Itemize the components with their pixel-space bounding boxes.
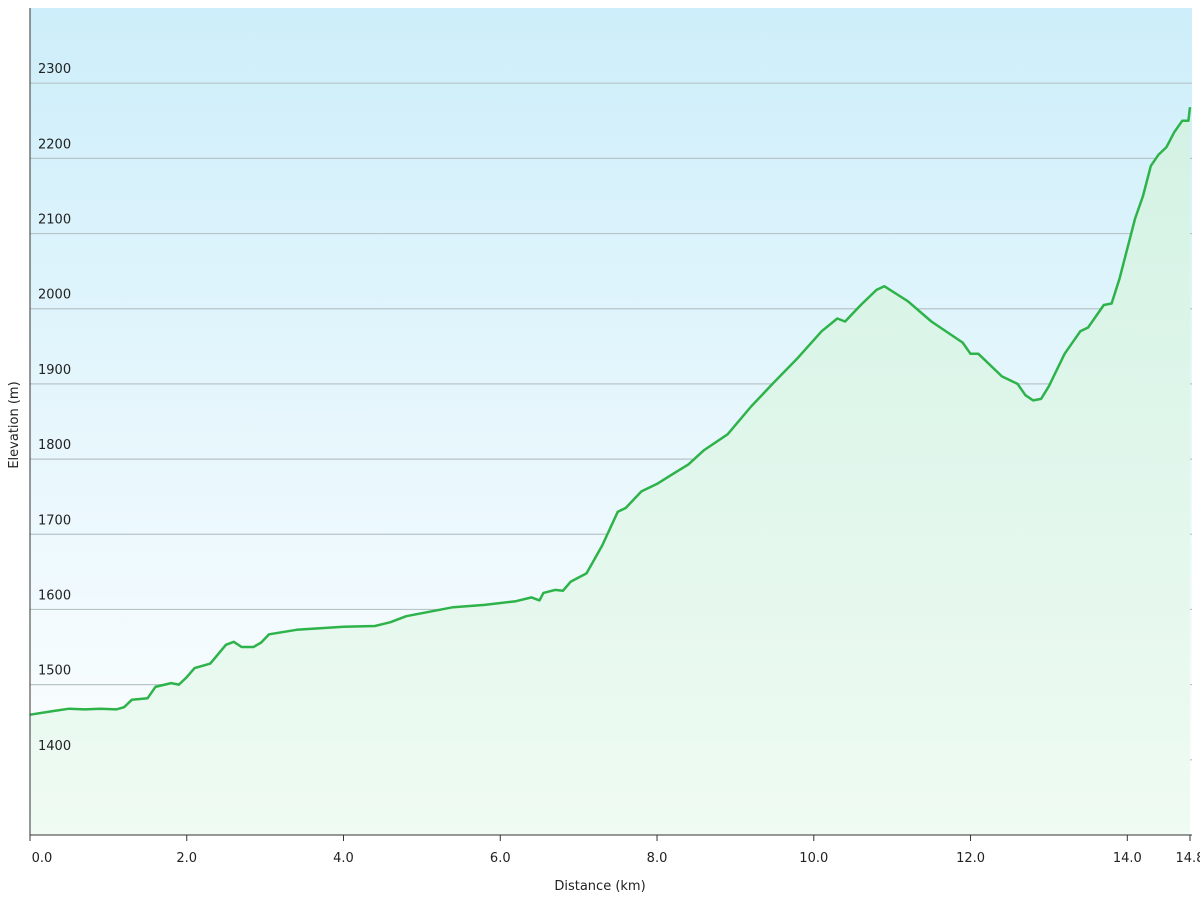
y-tick-label: 2200 — [38, 137, 71, 152]
x-tick-label: 8.0 — [647, 851, 668, 866]
x-tick-label: 14.8 — [1176, 851, 1200, 866]
x-tick-label: 12.0 — [956, 851, 985, 866]
x-tick-label: 2.0 — [176, 851, 197, 866]
y-tick-label: 1600 — [38, 588, 71, 603]
y-tick-label: 1700 — [38, 513, 71, 528]
x-tick-label: 0.0 — [32, 851, 53, 866]
y-tick-label: 2300 — [38, 62, 71, 77]
y-tick-label: 1900 — [38, 363, 71, 378]
elevation-line — [29, 107, 1192, 716]
x-axis-label: Distance (km) — [554, 879, 645, 894]
y-tick-label: 1800 — [38, 438, 71, 453]
y-tick-label: 2000 — [38, 288, 71, 303]
y-tick-label: 1500 — [38, 664, 71, 679]
y-tick-label: 1400 — [38, 739, 71, 754]
x-tick-label: 4.0 — [333, 851, 354, 866]
x-tick-label: 14.0 — [1113, 851, 1142, 866]
area-fill — [30, 107, 1190, 835]
x-tick-label: 10.0 — [799, 851, 828, 866]
y-axis-label: Elevation (m) — [7, 381, 22, 468]
x-tick-label: 6.0 — [490, 851, 511, 866]
y-tick-label: 2100 — [38, 213, 71, 228]
